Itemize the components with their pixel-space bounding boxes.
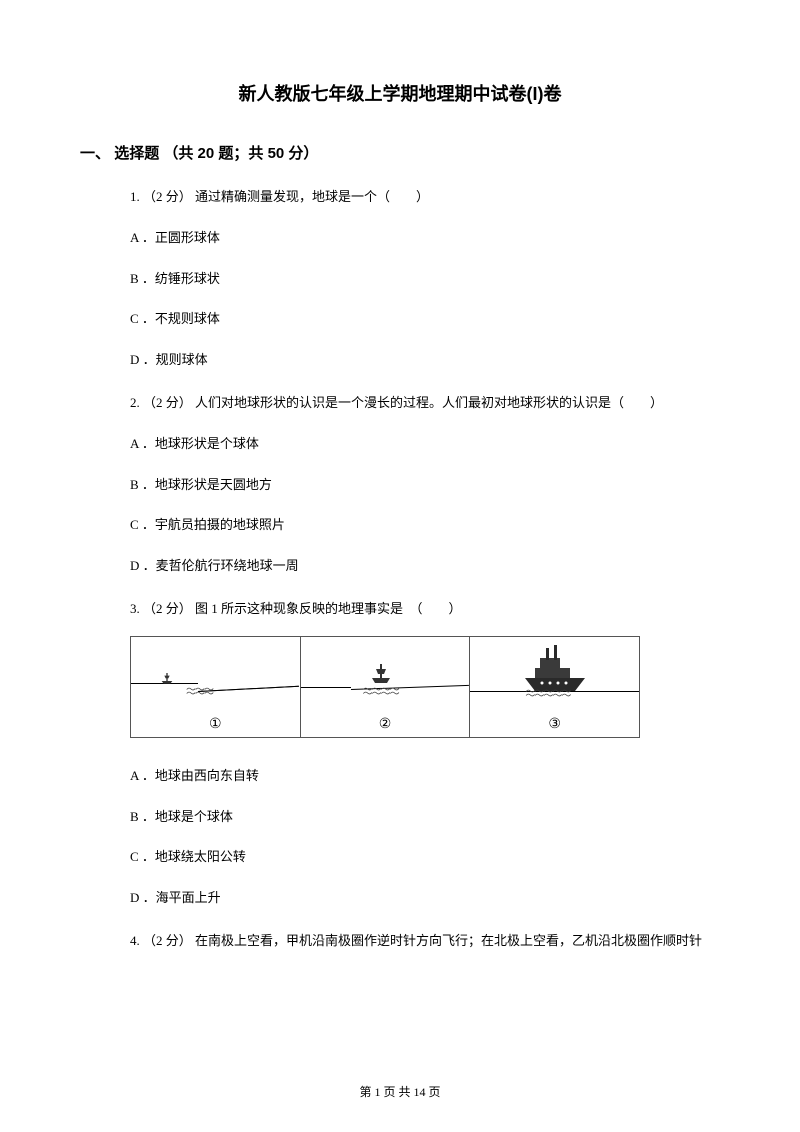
- option-a[interactable]: A ．地球由西向东自转: [130, 766, 720, 787]
- option-b[interactable]: B ．地球形状是天圆地方: [130, 475, 720, 496]
- option-d[interactable]: D ．规则球体: [130, 350, 720, 371]
- figure-1: ～～～～～～ ① ～～～～～～～～ ②: [130, 636, 640, 738]
- question-1: 1. （2 分） 通过精确测量发现，地球是一个（ ） A ．正圆形球体 B ．纺…: [80, 187, 720, 371]
- q-text: 通过精确测量发现，地球是一个（ ）: [195, 189, 429, 204]
- question-3-options: A ．地球由西向东自转 B ．地球是个球体 C ．地球绕太阳公转 D ．海平面上…: [80, 766, 720, 909]
- q-num: 3.: [130, 601, 140, 616]
- ship-icon: [520, 643, 590, 693]
- option-c[interactable]: C ．宇航员拍摄的地球照片: [130, 515, 720, 536]
- question-3: 3. （2 分） 图 1 所示这种现象反映的地理事实是 （ ）: [80, 599, 720, 620]
- option-c[interactable]: C ．不规则球体: [130, 309, 720, 330]
- option-b[interactable]: B ．纺锤形球状: [130, 269, 720, 290]
- ship-icon: [159, 669, 175, 685]
- option-c[interactable]: C ．地球绕太阳公转: [130, 847, 720, 868]
- option-b[interactable]: B ．地球是个球体: [130, 807, 720, 828]
- ship-icon: [369, 659, 393, 687]
- figure-panel-3: ～～～～～～～～～～ ③: [470, 637, 639, 737]
- q-num: 1.: [130, 189, 140, 204]
- option-d[interactable]: D ．海平面上升: [130, 888, 720, 909]
- page-footer: 第 1 页 共 14 页: [0, 1083, 800, 1100]
- section-meta: （共 20 题；共 50 分）: [163, 145, 318, 162]
- q-num: 2.: [130, 395, 140, 410]
- figure-label-2: ②: [379, 711, 392, 737]
- question-stem: 3. （2 分） 图 1 所示这种现象反映的地理事实是 （ ）: [130, 599, 720, 620]
- question-stem: 1. （2 分） 通过精确测量发现，地球是一个（ ）: [130, 187, 720, 208]
- question-stem: 2. （2 分） 人们对地球形状的认识是一个漫长的过程。人们最初对地球形状的认识…: [130, 393, 720, 414]
- q-text: 图 1 所示这种现象反映的地理事实是 （ ）: [195, 601, 462, 616]
- option-a[interactable]: A ．地球形状是个球体: [130, 434, 720, 455]
- question-stem: 4. （2 分） 在南极上空看，甲机沿南极圈作逆时针方向飞行；在北极上空看，乙机…: [130, 931, 720, 952]
- section-number: 一、: [80, 145, 110, 162]
- q-text: 在南极上空看，甲机沿南极圈作逆时针方向飞行；在北极上空看，乙机沿北极圈作顺时针: [195, 933, 702, 948]
- section-header: 一、 选择题 （共 20 题；共 50 分）: [80, 142, 720, 163]
- question-4: 4. （2 分） 在南极上空看，甲机沿南极圈作逆时针方向飞行；在北极上空看，乙机…: [80, 931, 720, 952]
- figure-label-1: ①: [209, 711, 222, 737]
- option-d[interactable]: D ．麦哲伦航行环绕地球一周: [130, 556, 720, 577]
- document-title: 新人教版七年级上学期地理期中试卷(I)卷: [80, 80, 720, 106]
- q-points: （2 分）: [143, 189, 192, 204]
- question-2: 2. （2 分） 人们对地球形状的认识是一个漫长的过程。人们最初对地球形状的认识…: [80, 393, 720, 577]
- q-num: 4.: [130, 933, 140, 948]
- figure-panel-2: ～～～～～～～～ ②: [301, 637, 471, 737]
- figure-panel-1: ～～～～～～ ①: [131, 637, 301, 737]
- q-points: （2 分）: [143, 601, 192, 616]
- figure-label-3: ③: [548, 711, 561, 737]
- q-points: （2 分）: [143, 933, 192, 948]
- q-points: （2 分）: [143, 395, 192, 410]
- page-container: 新人教版七年级上学期地理期中试卷(I)卷 一、 选择题 （共 20 题；共 50…: [0, 0, 800, 992]
- section-name: 选择题: [114, 145, 159, 162]
- option-a[interactable]: A ．正圆形球体: [130, 228, 720, 249]
- q-text: 人们对地球形状的认识是一个漫长的过程。人们最初对地球形状的认识是（ ）: [195, 395, 663, 410]
